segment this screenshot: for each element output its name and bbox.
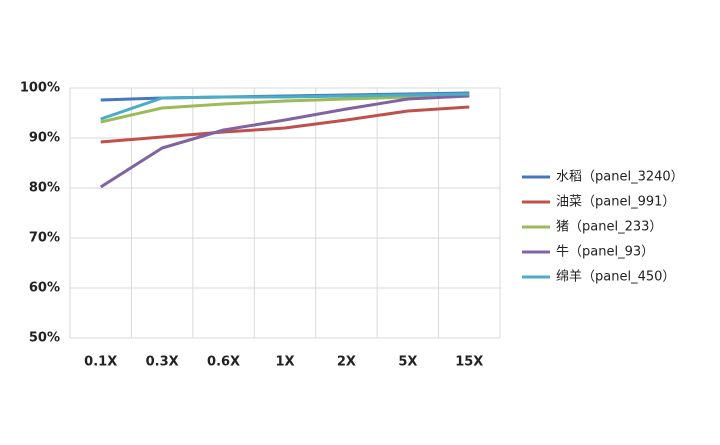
legend-label: 猪（panel_233）	[556, 220, 662, 235]
x-tick-label: 5X	[398, 355, 417, 370]
y-tick-label: 50%	[29, 331, 60, 346]
x-tick-label: 2X	[337, 355, 356, 370]
x-tick-label: 15X	[455, 355, 483, 370]
x-tick-label: 0.3X	[146, 355, 179, 370]
y-tick-label: 60%	[29, 281, 60, 296]
legend-label: 牛（panel_93）	[556, 245, 654, 260]
legend-label: 绵羊（panel_450）	[556, 269, 675, 285]
y-tick-label: 80%	[29, 181, 60, 196]
series-line	[100, 93, 470, 124]
legend-label: 油菜（panel_991）	[556, 195, 675, 210]
y-tick-label: 100%	[20, 81, 60, 96]
series-line	[100, 92, 470, 121]
legend-label: 水稻（panel_3240）	[556, 170, 684, 185]
x-tick-label: 0.6X	[207, 355, 240, 370]
x-tick-label: 1X	[275, 355, 294, 370]
y-tick-label: 70%	[29, 231, 60, 246]
x-tick-label: 0.1X	[84, 355, 117, 370]
series-line	[99, 94, 470, 189]
series-line	[100, 105, 470, 144]
y-tick-label: 90%	[29, 131, 60, 146]
